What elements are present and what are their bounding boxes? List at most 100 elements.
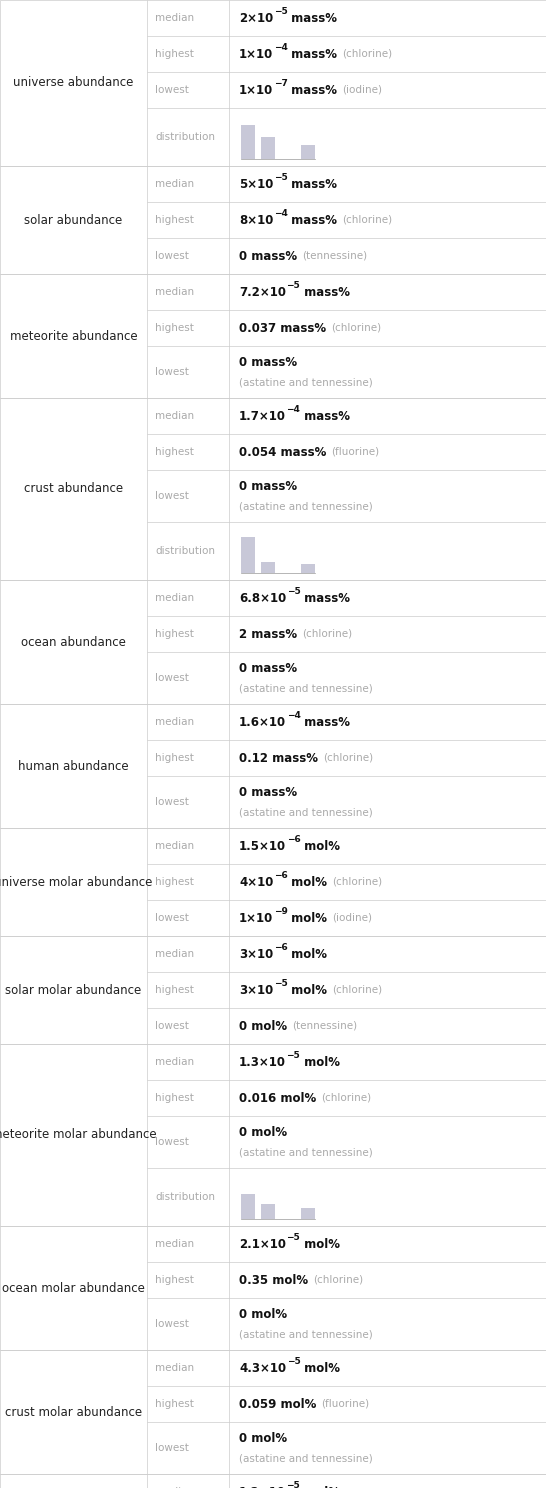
Text: (chlorine): (chlorine) xyxy=(342,49,392,60)
Text: highest: highest xyxy=(155,214,194,225)
Text: 0 mass%: 0 mass% xyxy=(239,481,297,493)
Text: lowest: lowest xyxy=(155,673,189,683)
Text: median: median xyxy=(155,594,194,603)
Text: mol%: mol% xyxy=(287,948,327,960)
Text: 0 mol%: 0 mol% xyxy=(239,1126,287,1140)
Text: −4: −4 xyxy=(274,208,288,219)
Text: mass%: mass% xyxy=(300,716,350,729)
Text: mol%: mol% xyxy=(287,912,327,924)
Bar xyxy=(241,125,255,159)
Text: (astatine and tennessine): (astatine and tennessine) xyxy=(239,378,373,387)
Text: highest: highest xyxy=(155,49,194,60)
Text: median: median xyxy=(155,841,194,851)
Text: distribution: distribution xyxy=(155,1192,215,1202)
Text: 0 mol%: 0 mol% xyxy=(239,1308,287,1321)
Text: distribution: distribution xyxy=(155,546,215,557)
Text: mass%: mass% xyxy=(287,213,337,226)
Text: 4.3×10: 4.3×10 xyxy=(239,1362,286,1375)
Bar xyxy=(0,1350,546,1475)
Text: highest: highest xyxy=(155,446,194,457)
Text: (chlorine): (chlorine) xyxy=(331,323,381,333)
Text: median: median xyxy=(155,287,194,298)
Text: (tennessine): (tennessine) xyxy=(302,251,367,260)
Text: mass%: mass% xyxy=(287,12,337,24)
Text: (astatine and tennessine): (astatine and tennessine) xyxy=(239,808,373,817)
Text: distribution: distribution xyxy=(155,132,215,141)
Text: universe abundance: universe abundance xyxy=(13,76,134,89)
Text: 2 mass%: 2 mass% xyxy=(239,628,297,640)
Text: 1.5×10: 1.5×10 xyxy=(239,839,286,853)
Text: lowest: lowest xyxy=(155,1443,189,1452)
Text: 5×10: 5×10 xyxy=(239,177,274,190)
Text: −5: −5 xyxy=(287,588,300,597)
Text: −6: −6 xyxy=(287,835,300,844)
Text: (iodine): (iodine) xyxy=(342,85,382,95)
Text: solar molar abundance: solar molar abundance xyxy=(5,984,141,997)
Text: (fluorine): (fluorine) xyxy=(322,1399,370,1409)
Text: 1×10: 1×10 xyxy=(239,83,273,97)
Text: lowest: lowest xyxy=(155,1021,189,1031)
Bar xyxy=(241,537,255,573)
Text: (chlorine): (chlorine) xyxy=(323,753,373,763)
Text: (chlorine): (chlorine) xyxy=(321,1094,371,1103)
Text: 0.12 mass%: 0.12 mass% xyxy=(239,751,318,765)
Text: lowest: lowest xyxy=(155,1318,189,1329)
Bar xyxy=(261,1204,275,1219)
Text: 0.35 mol%: 0.35 mol% xyxy=(239,1274,308,1287)
Bar xyxy=(301,1208,315,1219)
Text: mol%: mol% xyxy=(287,984,327,997)
Text: 1×10: 1×10 xyxy=(239,48,273,61)
Text: solar abundance: solar abundance xyxy=(25,213,123,226)
Text: −5: −5 xyxy=(274,7,288,16)
Text: (astatine and tennessine): (astatine and tennessine) xyxy=(239,501,373,512)
Text: crust abundance: crust abundance xyxy=(24,482,123,496)
Text: (fluorine): (fluorine) xyxy=(331,446,379,457)
Text: lowest: lowest xyxy=(155,368,189,376)
Text: lowest: lowest xyxy=(155,251,189,260)
Text: lowest: lowest xyxy=(155,85,189,95)
Bar xyxy=(0,397,546,580)
Text: 0 mass%: 0 mass% xyxy=(239,356,297,369)
Text: (astatine and tennessine): (astatine and tennessine) xyxy=(239,1454,373,1463)
Bar xyxy=(261,137,275,159)
Text: median: median xyxy=(155,179,194,189)
Text: 3×10: 3×10 xyxy=(239,948,273,960)
Text: mol%: mol% xyxy=(287,875,327,888)
Text: (chlorine): (chlorine) xyxy=(342,214,393,225)
Text: −5: −5 xyxy=(274,173,288,182)
Text: −6: −6 xyxy=(274,943,288,952)
Text: mol%: mol% xyxy=(300,1485,340,1488)
Text: (astatine and tennessine): (astatine and tennessine) xyxy=(239,1147,373,1158)
Text: mass%: mass% xyxy=(287,83,337,97)
Text: mol%: mol% xyxy=(300,839,340,853)
Text: median: median xyxy=(155,717,194,728)
Text: crust molar abundance: crust molar abundance xyxy=(5,1406,142,1418)
Text: median: median xyxy=(155,13,194,22)
Text: −5: −5 xyxy=(287,1234,300,1242)
Text: 3×10: 3×10 xyxy=(239,984,273,997)
Text: 1.3×10: 1.3×10 xyxy=(239,1055,286,1068)
Text: lowest: lowest xyxy=(155,798,189,806)
Text: highest: highest xyxy=(155,629,194,638)
Bar xyxy=(301,144,315,159)
Text: lowest: lowest xyxy=(155,1137,189,1147)
Text: median: median xyxy=(155,1363,194,1373)
Text: (chlorine): (chlorine) xyxy=(332,985,382,995)
Text: median: median xyxy=(155,949,194,958)
Text: 0.059 mol%: 0.059 mol% xyxy=(239,1397,316,1411)
Text: mass%: mass% xyxy=(287,48,337,61)
Text: median: median xyxy=(155,411,194,421)
Bar xyxy=(241,1193,255,1219)
Text: −9: −9 xyxy=(274,908,288,917)
Text: −5: −5 xyxy=(287,1051,300,1059)
Text: universe molar abundance: universe molar abundance xyxy=(0,875,153,888)
Text: mass%: mass% xyxy=(300,286,350,299)
Bar xyxy=(0,580,546,704)
Text: lowest: lowest xyxy=(155,914,189,923)
Text: 0 mol%: 0 mol% xyxy=(239,1019,287,1033)
Bar xyxy=(0,1226,546,1350)
Text: −5: −5 xyxy=(274,979,288,988)
Text: 1.6×10: 1.6×10 xyxy=(239,716,286,729)
Text: 0 mass%: 0 mass% xyxy=(239,786,297,799)
Text: (astatine and tennessine): (astatine and tennessine) xyxy=(239,683,373,693)
